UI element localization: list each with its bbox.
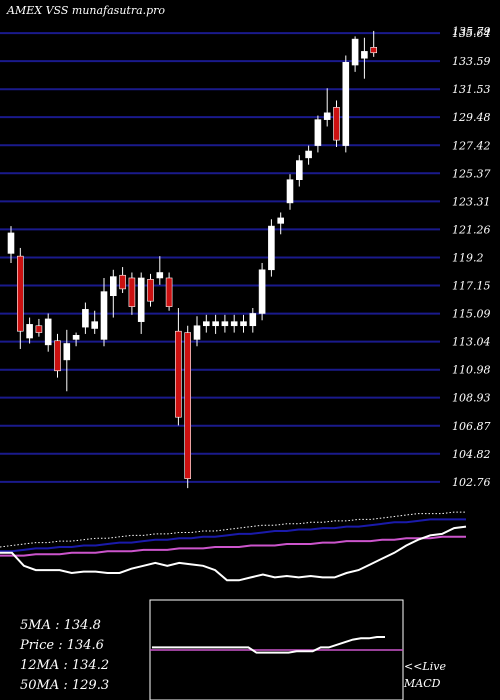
candle-body: [370, 46, 378, 54]
candle-body: [175, 330, 182, 418]
candle-body: [342, 62, 350, 146]
y-tick-label: 125.37: [452, 167, 491, 180]
candle-body: [100, 291, 108, 340]
candle-body: [203, 321, 210, 327]
candle-body: [110, 276, 117, 297]
candle-body: [91, 321, 98, 329]
candle-body: [268, 225, 275, 271]
candle-body: [351, 38, 359, 66]
candle-body: [35, 325, 43, 333]
candle-body: [72, 335, 80, 340]
ma-line: [0, 518, 466, 553]
candle-body: [258, 269, 266, 314]
candle-body: [128, 277, 136, 307]
y-tick-label: 113.04: [452, 336, 491, 349]
macd-line: [152, 636, 385, 654]
y-tick-label: 115.09: [452, 308, 491, 321]
candle-body: [295, 160, 303, 180]
candle-body: [249, 313, 257, 327]
ma-line: [0, 535, 466, 557]
chart-title: AMEX VSS munafasutra.pro: [6, 4, 165, 17]
ma-line: [0, 525, 467, 582]
candle-body: [44, 318, 52, 346]
candle-body: [82, 309, 89, 328]
y-tick-label: 110.98: [452, 364, 491, 377]
candle-body: [54, 340, 61, 372]
stat-50ma: 50MA : 129.3: [20, 678, 109, 693]
y-tick-label: 104.82: [452, 448, 491, 461]
candle-body: [240, 321, 247, 327]
stat-5ma: 5MA : 134.8: [20, 618, 101, 633]
y-tick-label: 129.48: [452, 111, 491, 124]
y-tick-label: 135.79: [452, 25, 491, 38]
y-tick-label: 102.76: [452, 476, 491, 489]
candle-body: [333, 107, 340, 141]
candle-body: [26, 324, 33, 339]
stat-12ma: 12MA : 134.2: [20, 658, 109, 673]
candle-body: [323, 112, 331, 120]
y-tick-label: 127.42: [452, 139, 491, 152]
candle-body: [314, 119, 322, 146]
macd-label: MACD: [403, 677, 441, 690]
candle-body: [156, 272, 164, 279]
y-tick-label: 123.31: [452, 195, 491, 208]
candle-body: [286, 179, 294, 204]
y-tick-label: 133.59: [452, 55, 491, 68]
candle-body: [212, 321, 219, 327]
y-tick-label: 117.15: [452, 279, 491, 292]
candle-body: [184, 332, 191, 479]
candle-body: [361, 51, 368, 59]
candle-body: [147, 279, 154, 302]
candle-body: [119, 274, 126, 290]
y-tick-label: 131.53: [452, 83, 491, 96]
ma-line: [0, 511, 466, 548]
candle-body: [277, 217, 285, 224]
y-tick-label: 119.2: [452, 252, 484, 265]
candle-body: [7, 232, 15, 254]
stat-price: Price : 134.6: [19, 638, 104, 653]
macd-live-label: <<Live: [404, 660, 446, 673]
y-tick-label: 106.87: [452, 420, 491, 433]
candle-body: [16, 255, 24, 332]
candle-body: [137, 277, 145, 322]
candle-body: [165, 277, 173, 307]
y-tick-label: 135.64: [452, 27, 491, 40]
candle-body: [221, 321, 229, 327]
candle-body: [230, 321, 238, 327]
y-tick-label: 108.93: [452, 392, 491, 405]
candle-body: [305, 150, 312, 159]
y-tick-label: 121.26: [452, 223, 491, 236]
candle-body: [63, 343, 71, 361]
candle-body: [193, 325, 201, 340]
